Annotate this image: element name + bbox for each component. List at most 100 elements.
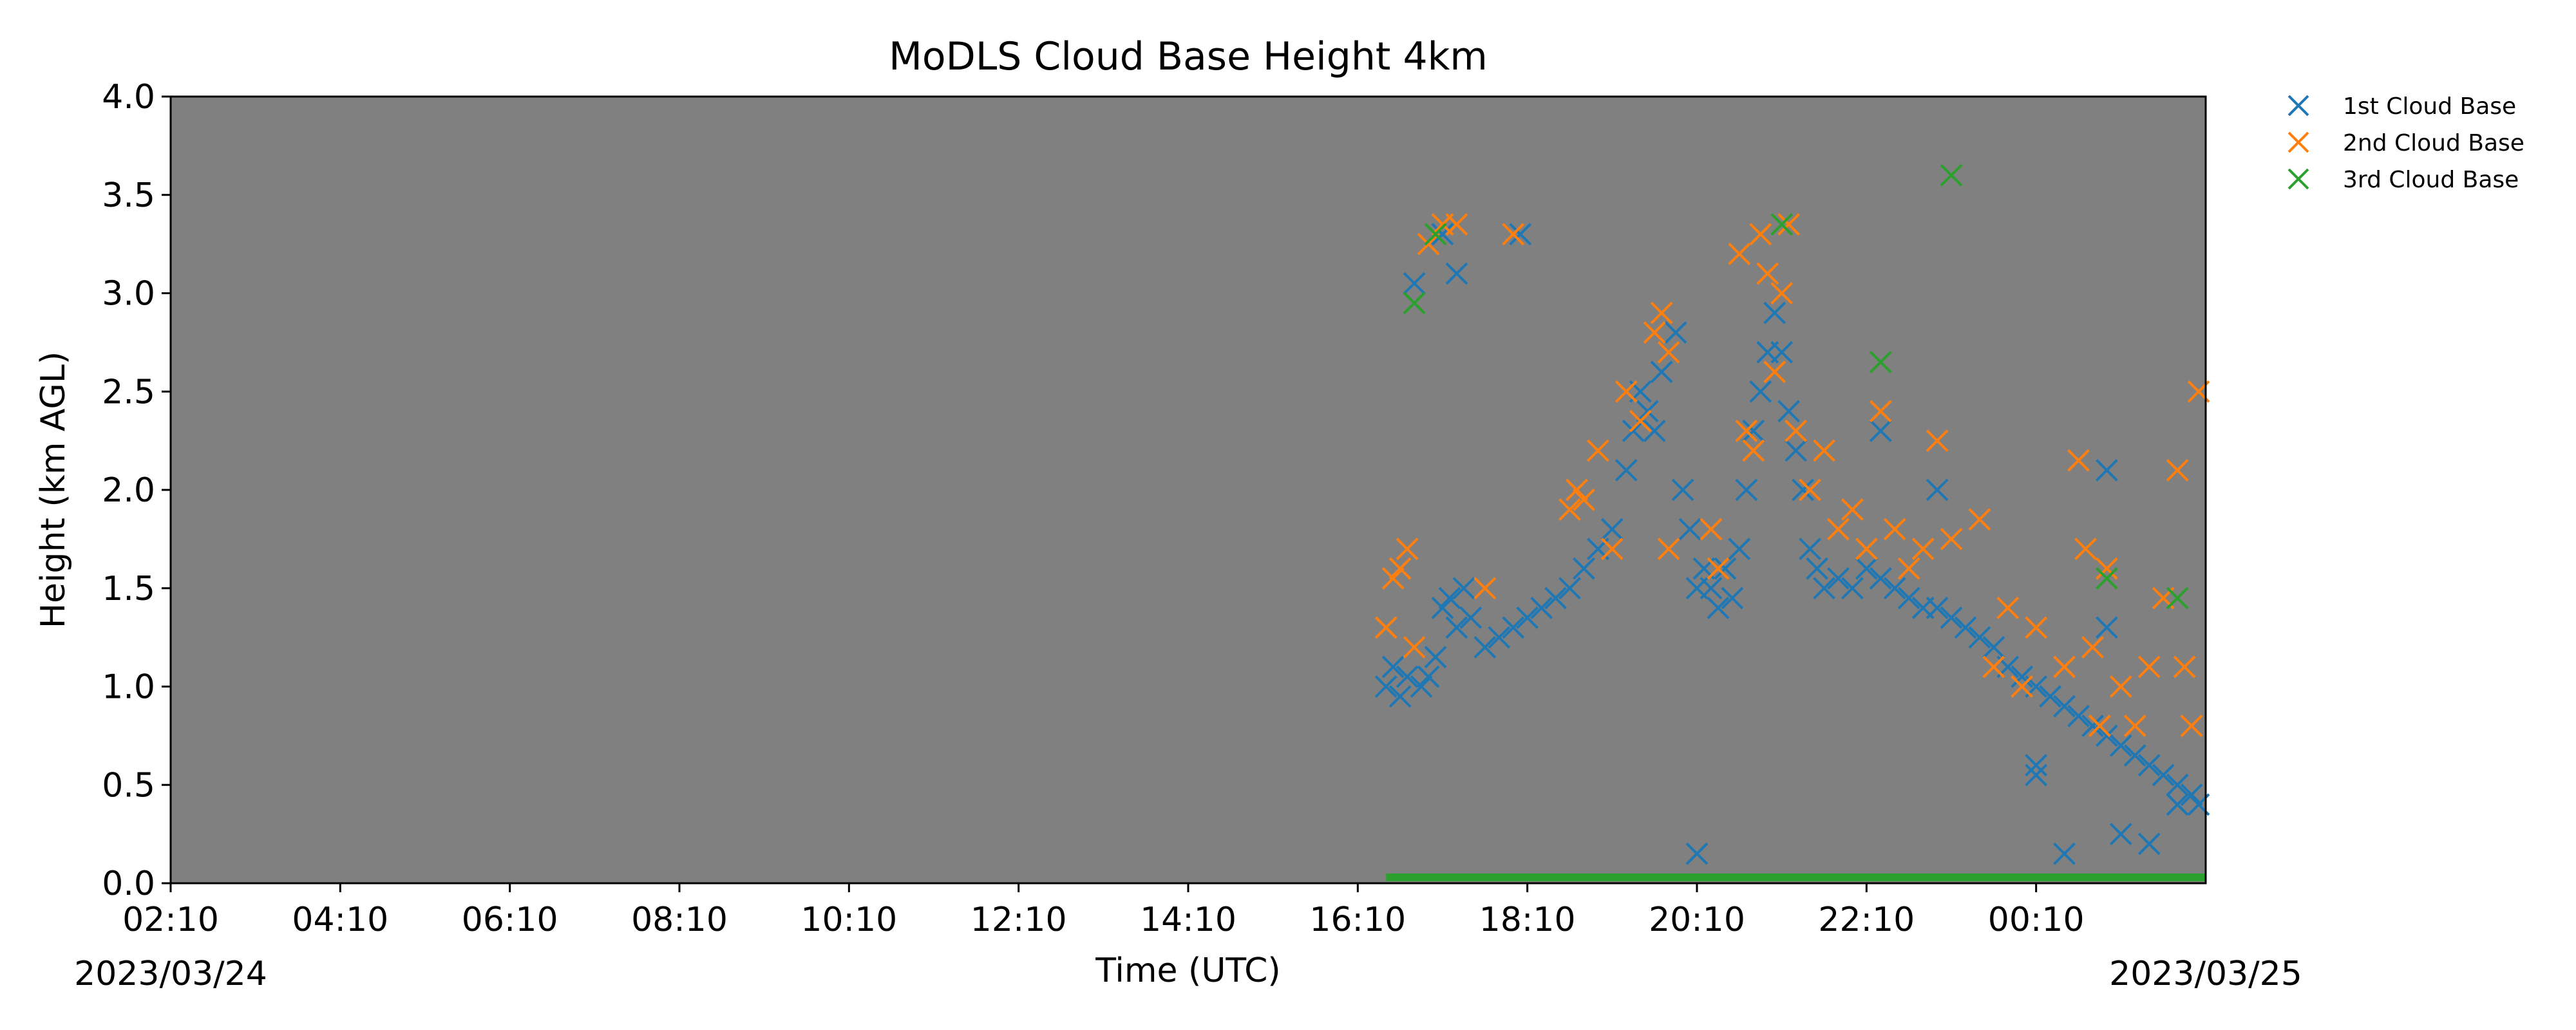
point-series-1 <box>1806 557 1828 580</box>
point-series-1 <box>1459 606 1482 629</box>
point-series-1 <box>2053 695 2076 718</box>
point-series-2 <box>1657 538 1680 561</box>
point-series-2 <box>2053 655 2076 679</box>
point-series-2 <box>1615 380 1638 403</box>
point-series-1 <box>2180 783 2203 806</box>
point-series-1 <box>1883 577 1906 600</box>
point-series-2 <box>2173 655 2196 679</box>
point-series-2 <box>1770 282 1794 304</box>
point-series-1 <box>1671 478 1694 501</box>
point-series-1 <box>2109 823 2132 846</box>
point-series-1 <box>1516 606 1539 629</box>
point-series-1 <box>1502 616 1525 639</box>
point-series-1 <box>1940 606 1963 629</box>
point-series-1 <box>1431 596 1454 619</box>
point-series-2 <box>2095 557 2118 580</box>
point-series-1 <box>1827 567 1850 590</box>
point-series-1 <box>1897 586 1920 610</box>
x-axis: 02:10 04:10 06:10 08:10 10:10 12:10 14:10 16:10… <box>122 883 2085 939</box>
point-series-1 <box>2137 832 2161 856</box>
x-tick-label: 22:10 <box>1818 901 1915 939</box>
point-series-1 <box>1721 586 1744 610</box>
point-series-2 <box>1982 655 2005 679</box>
point-series-1 <box>1869 567 1892 590</box>
point-series-2 <box>2081 635 2104 659</box>
point-series-1 <box>1728 538 1751 561</box>
plot-background <box>171 97 2206 883</box>
x-tick-label: 14:10 <box>1140 901 1236 939</box>
point-series-2 <box>1403 635 1426 659</box>
point-series-1 <box>1445 262 1468 285</box>
point-series-1 <box>2011 665 2034 688</box>
point-series-1 <box>2053 842 2076 865</box>
point-series-1 <box>1785 439 1808 462</box>
point-series-2 <box>1799 478 1821 501</box>
point-series-1 <box>1600 518 1624 541</box>
point-series-1 <box>1735 478 1758 501</box>
point-series-1 <box>1452 577 1475 600</box>
point-series-1 <box>2025 763 2048 787</box>
point-series-1 <box>1763 301 1786 324</box>
point-series-1 <box>2067 704 2090 727</box>
point-series-1 <box>1410 675 1433 698</box>
point-series-1 <box>1685 842 1709 865</box>
point-series-2 <box>1785 419 1808 442</box>
point-series-1 <box>1770 341 1794 364</box>
point-series-3 <box>1424 223 1447 246</box>
point-series-2 <box>1586 439 1609 462</box>
point-series-2 <box>1869 400 1892 423</box>
point-series-2 <box>1381 567 1405 590</box>
point-series-3 <box>2166 586 2189 610</box>
point-series-2 <box>1777 213 1801 236</box>
point-series-2 <box>2123 715 2146 738</box>
point-series-2 <box>1473 577 1497 600</box>
point-series-2 <box>1629 409 1652 433</box>
point-series-1 <box>1700 577 1723 600</box>
point-series-1 <box>1742 419 1765 442</box>
point-series-2 <box>2109 675 2132 698</box>
point-series-1 <box>1643 419 1666 442</box>
x-tick-label: 10:10 <box>800 901 897 939</box>
point-series-3 <box>1869 351 1892 373</box>
point-series-2 <box>1445 213 1468 236</box>
point-series-1 <box>1636 400 1659 423</box>
point-series-2 <box>1657 341 1680 364</box>
point-series-1 <box>1926 478 1949 501</box>
x-axis-label: Time (UTC) <box>1095 951 1280 990</box>
point-series-2 <box>1940 527 1963 550</box>
point-series-2 <box>1650 301 1673 324</box>
point-series-1 <box>1982 635 2005 659</box>
point-series-1 <box>1926 596 1949 619</box>
point-series-2 <box>1827 518 1850 541</box>
point-series-2 <box>2011 675 2034 698</box>
point-series-2 <box>2088 715 2111 738</box>
point-series-1 <box>1431 223 1454 246</box>
point-series-1 <box>1855 557 1878 580</box>
point-series-1 <box>1417 665 1440 688</box>
point-series-1 <box>2095 459 2118 482</box>
x-tick-label: 08:10 <box>631 901 728 939</box>
x-tick-label: 00:10 <box>1988 901 2085 939</box>
x-tick-label: 06:10 <box>462 901 558 939</box>
point-series-1 <box>1664 321 1687 344</box>
x-tick-label: 04:10 <box>292 901 388 939</box>
point-series-2 <box>1897 557 1920 580</box>
y-tick-label: 2.0 <box>102 471 155 510</box>
point-series-1 <box>1615 459 1638 482</box>
point-series-1 <box>2166 793 2189 816</box>
point-series-2 <box>2025 616 2048 639</box>
point-series-3 <box>1403 292 1426 315</box>
point-series-1 <box>1445 616 1468 639</box>
point-series-1 <box>1544 586 1567 610</box>
point-series-2 <box>1841 498 1864 521</box>
x-tick-label: 02:10 <box>122 901 219 939</box>
chart-title: MoDLS Cloud Base Height 4km <box>889 34 1488 79</box>
point-series-1 <box>1749 380 1772 403</box>
point-series-2 <box>2067 449 2090 472</box>
point-series-2 <box>1558 498 1581 521</box>
point-series-1 <box>1650 360 1673 384</box>
point-series-2 <box>1502 223 1525 246</box>
point-series-2 <box>1911 538 1935 561</box>
point-series-1 <box>1954 616 1977 639</box>
point-series-1 <box>1381 655 1405 679</box>
